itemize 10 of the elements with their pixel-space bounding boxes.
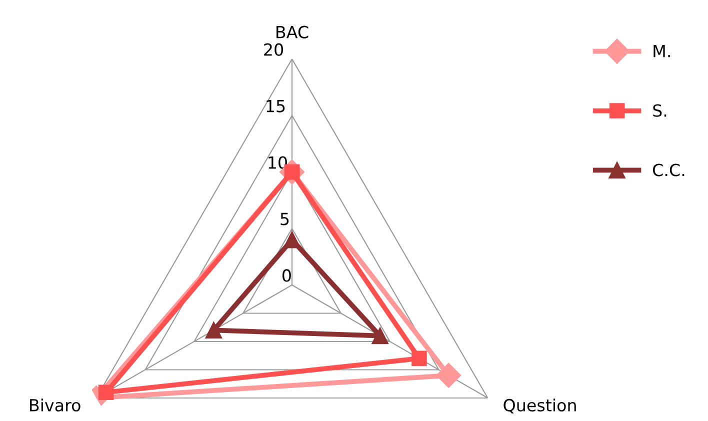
legend-label: S. — [653, 104, 666, 117]
y-tick-label: 20 — [264, 43, 284, 56]
spoke-label: Bivaro — [30, 398, 80, 412]
y-tick-label: 5 — [280, 212, 289, 226]
y-tick-label: 0 — [282, 269, 291, 282]
legend-label: M. — [654, 44, 670, 58]
spoke-label: BAC — [276, 26, 308, 38]
y-tick-label: 15 — [266, 100, 285, 112]
spoke-label: Question — [504, 398, 576, 414]
legend-label: C.C. — [652, 164, 684, 176]
